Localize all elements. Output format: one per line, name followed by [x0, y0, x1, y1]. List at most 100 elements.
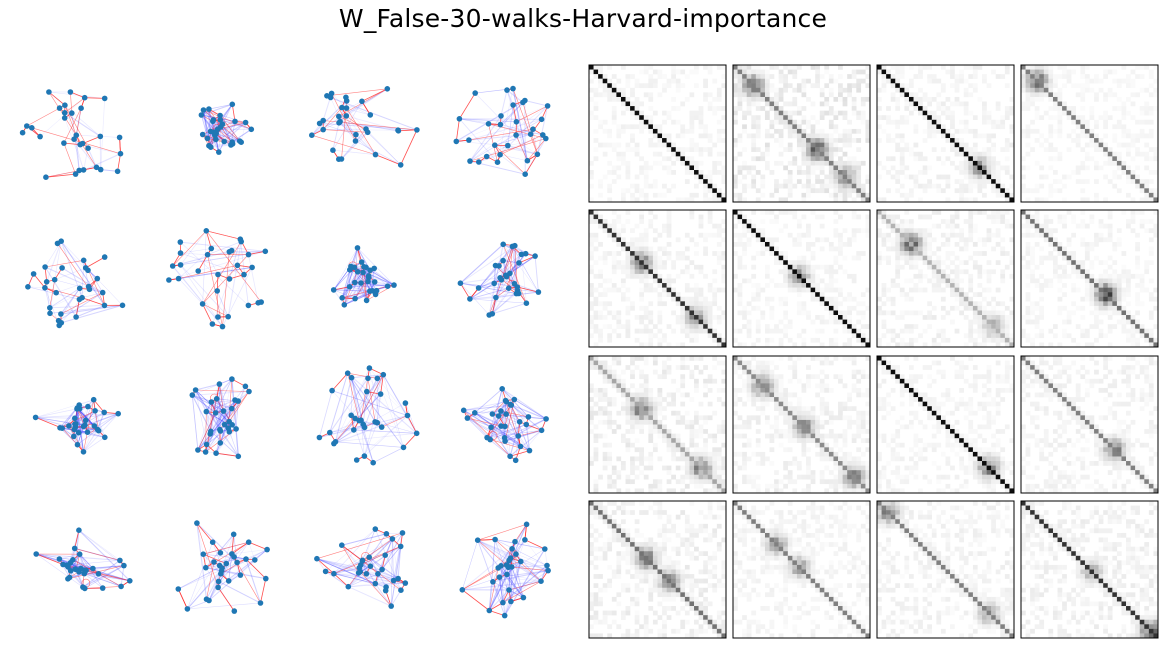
heatmap-cell — [689, 324, 695, 329]
weighted-edge — [343, 272, 364, 306]
heatmap-cell — [593, 74, 599, 79]
heatmap-cell — [630, 101, 635, 107]
weighted-edge — [192, 394, 224, 412]
heatmap-cell — [625, 333, 631, 339]
heatmap-cell — [913, 92, 919, 98]
heatmap-cell — [1098, 87, 1104, 93]
heatmap-cell — [755, 87, 761, 93]
heatmap-cell — [954, 101, 960, 107]
heatmap-cell — [607, 232, 613, 238]
heatmap-cell — [865, 232, 871, 238]
heatmap-cell — [643, 69, 649, 75]
heatmap-cell — [806, 241, 811, 247]
heatmap-cell — [630, 197, 635, 203]
heatmap-cell — [643, 174, 649, 180]
heatmap-cell — [652, 142, 658, 148]
heatmap-cell — [1135, 165, 1140, 171]
heatmap-cell — [589, 333, 594, 339]
heatmap-cell — [671, 183, 676, 189]
heatmap-cell — [742, 315, 747, 320]
heatmap-cell — [959, 128, 964, 134]
heatmap-cell — [1048, 83, 1054, 89]
heatmap-cell — [1048, 188, 1054, 194]
heatmap-cell — [760, 78, 766, 84]
heatmap-cell — [778, 183, 784, 189]
heatmap-cell — [1112, 124, 1118, 130]
heatmap-cell — [1025, 197, 1031, 203]
walk-edge — [342, 285, 388, 299]
weighted-edge — [87, 413, 119, 433]
heatmap-cell — [865, 223, 871, 229]
heatmap-cell — [694, 287, 699, 293]
heatmap-cell — [716, 232, 722, 238]
heatmap-cell — [931, 96, 937, 102]
heatmap-cell — [959, 142, 964, 148]
heatmap-cell — [733, 241, 738, 247]
heatmap-cell — [742, 87, 747, 93]
heatmap-cell — [712, 192, 718, 198]
heatmap-cell — [671, 287, 676, 293]
heatmap-cell — [828, 179, 834, 184]
weighted-edge — [172, 265, 223, 327]
heatmap-cell — [792, 119, 798, 125]
heatmap-cell — [598, 241, 603, 247]
heatmap-cell — [657, 232, 663, 238]
weighted-edge — [120, 565, 125, 587]
heatmap-cell — [671, 278, 676, 284]
heatmap-cell — [877, 65, 882, 70]
heatmap-cell — [895, 133, 901, 139]
heatmap-cell — [833, 232, 839, 238]
weighted-edge — [210, 431, 239, 457]
walk-edge — [202, 241, 242, 305]
graph-node — [203, 441, 210, 448]
graph-panel-r1-c2 — [330, 245, 397, 308]
weighted-edge — [49, 304, 105, 309]
graph-node — [85, 145, 91, 151]
heatmap-cell — [796, 138, 802, 143]
heatmap-cell — [787, 273, 793, 279]
heatmap-cell — [787, 183, 793, 189]
heatmap-cell — [977, 174, 983, 180]
heatmap-cell — [755, 305, 761, 311]
graph-node — [332, 439, 339, 445]
walk-edge — [512, 104, 517, 122]
graph-node — [175, 275, 182, 282]
walk-edge — [326, 88, 388, 97]
heatmap-cell — [886, 69, 891, 75]
weighted-edge — [202, 230, 207, 304]
graph-node — [232, 118, 238, 125]
heatmap-cell — [899, 65, 905, 70]
heatmap-cell — [815, 214, 820, 220]
heatmap-cell — [742, 147, 747, 152]
heatmap-cell — [954, 96, 960, 102]
graph-node — [232, 397, 238, 403]
heatmap-cell — [890, 138, 896, 143]
heatmap-cell — [801, 156, 807, 162]
heatmap-cell — [792, 260, 798, 265]
heatmap-cell — [755, 283, 761, 288]
heatmap-cell — [815, 160, 820, 166]
heatmap-cell — [856, 333, 862, 339]
heatmap-cell — [778, 210, 784, 215]
heatmap-cell — [737, 165, 743, 171]
heatmap-cell — [833, 197, 839, 203]
graph-node — [511, 280, 518, 287]
heatmap-cell — [760, 310, 766, 316]
graph-node — [476, 159, 482, 165]
heatmap-cell — [1039, 197, 1045, 203]
heatmap-cell — [927, 183, 932, 189]
walk-edge — [488, 123, 498, 163]
heatmap-cell — [838, 156, 843, 162]
heatmap-cell — [764, 246, 770, 252]
weighted-edge — [350, 266, 373, 291]
weighted-edge — [469, 115, 502, 162]
heatmap-cell — [824, 296, 830, 302]
heatmap-cell — [847, 83, 852, 89]
weighted-edge — [490, 388, 503, 428]
heatmap-cell — [716, 305, 722, 311]
heatmap-cell — [856, 174, 862, 180]
heatmap-cell — [712, 223, 718, 229]
heatmap-cell — [598, 192, 603, 198]
heatmap-cell — [589, 174, 594, 180]
heatmap-cell — [1098, 138, 1104, 143]
